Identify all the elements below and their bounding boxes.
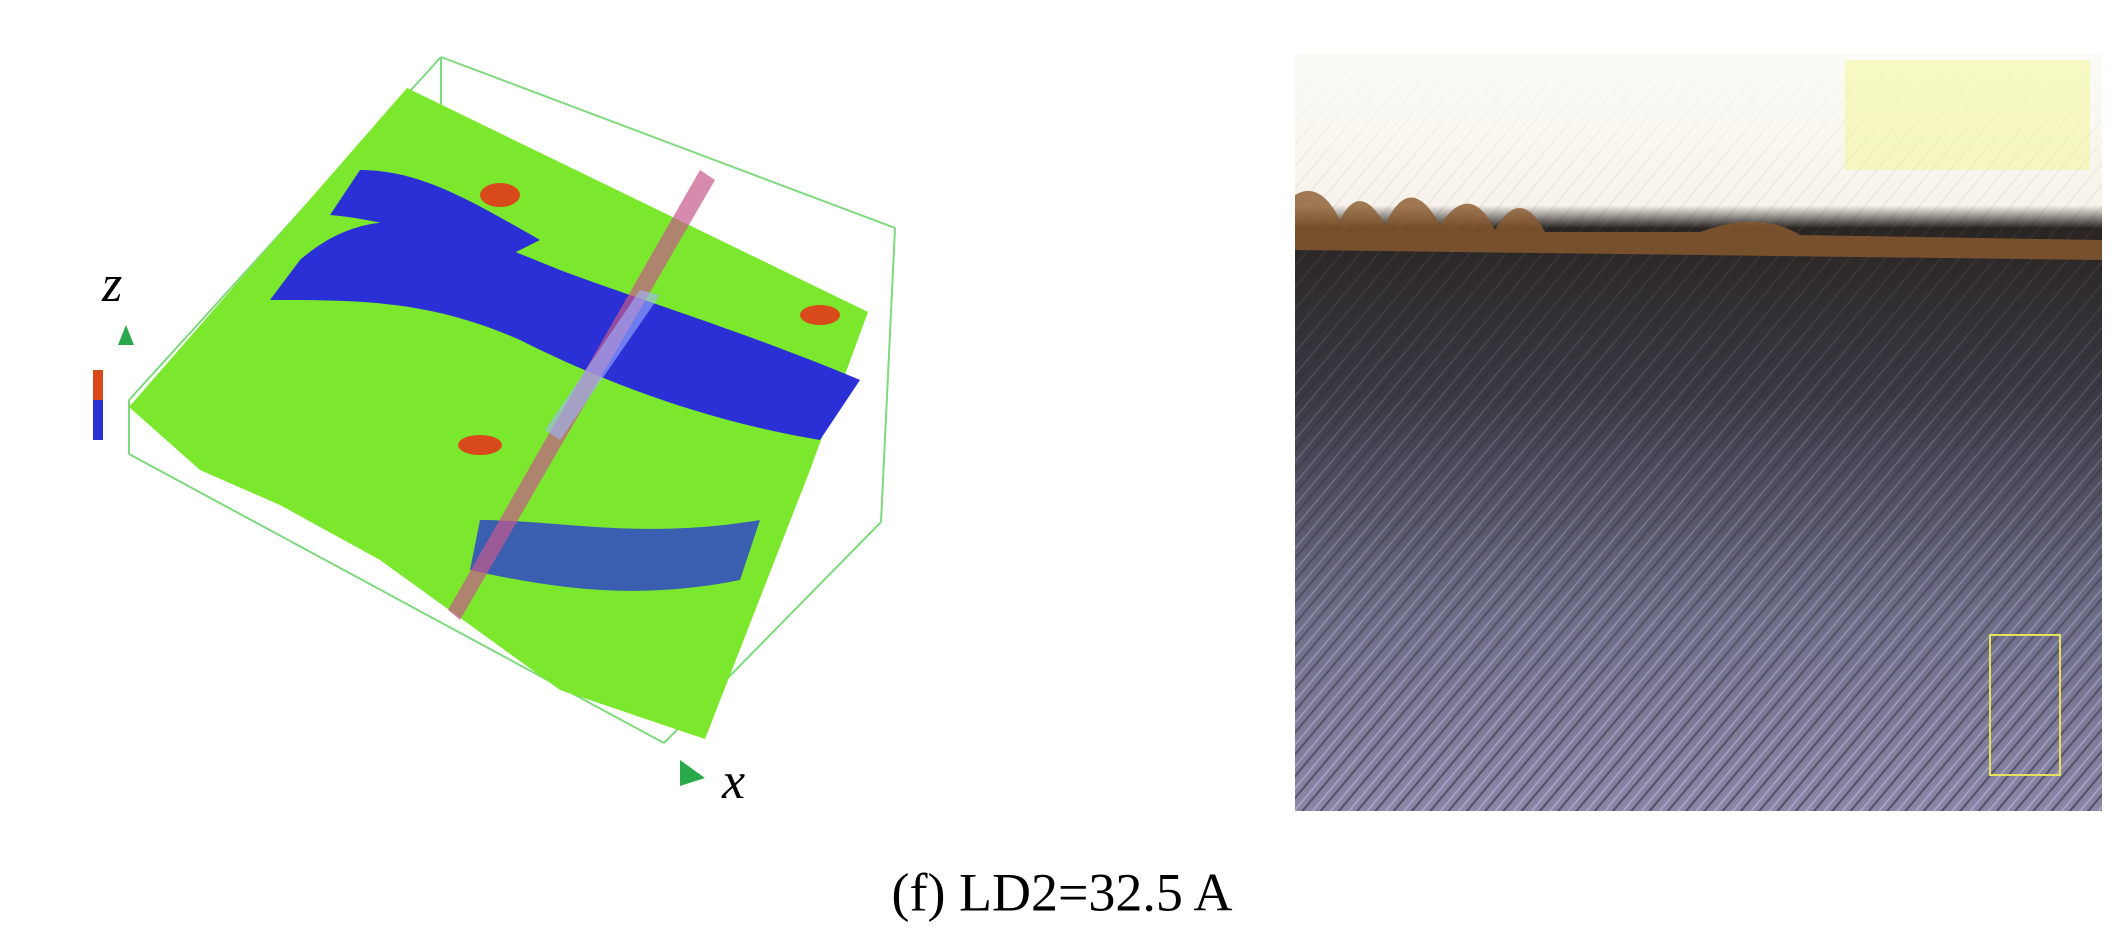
surface-plot: z x	[93, 56, 896, 810]
surface-peak	[458, 435, 502, 455]
surface-region	[330, 170, 540, 260]
micrograph	[1295, 54, 2102, 811]
surface-peak	[480, 183, 520, 207]
caption: (f) LD2=32.5 A	[892, 862, 1233, 922]
micrograph-label	[1845, 60, 2090, 170]
color-scale	[93, 370, 103, 440]
z-arrow	[118, 325, 134, 345]
micrograph-texture	[1295, 54, 2102, 811]
cut-plane	[545, 290, 660, 440]
axis-label-z: z	[101, 256, 122, 313]
x-arrow	[680, 760, 705, 786]
surface-region	[270, 221, 860, 440]
micrograph-edge	[1295, 190, 2102, 260]
surface-region	[470, 520, 760, 591]
axis-label-x: x	[721, 753, 745, 810]
surface-peak	[800, 305, 840, 325]
color-scale	[93, 370, 103, 400]
micrograph-scale	[1989, 634, 2061, 776]
